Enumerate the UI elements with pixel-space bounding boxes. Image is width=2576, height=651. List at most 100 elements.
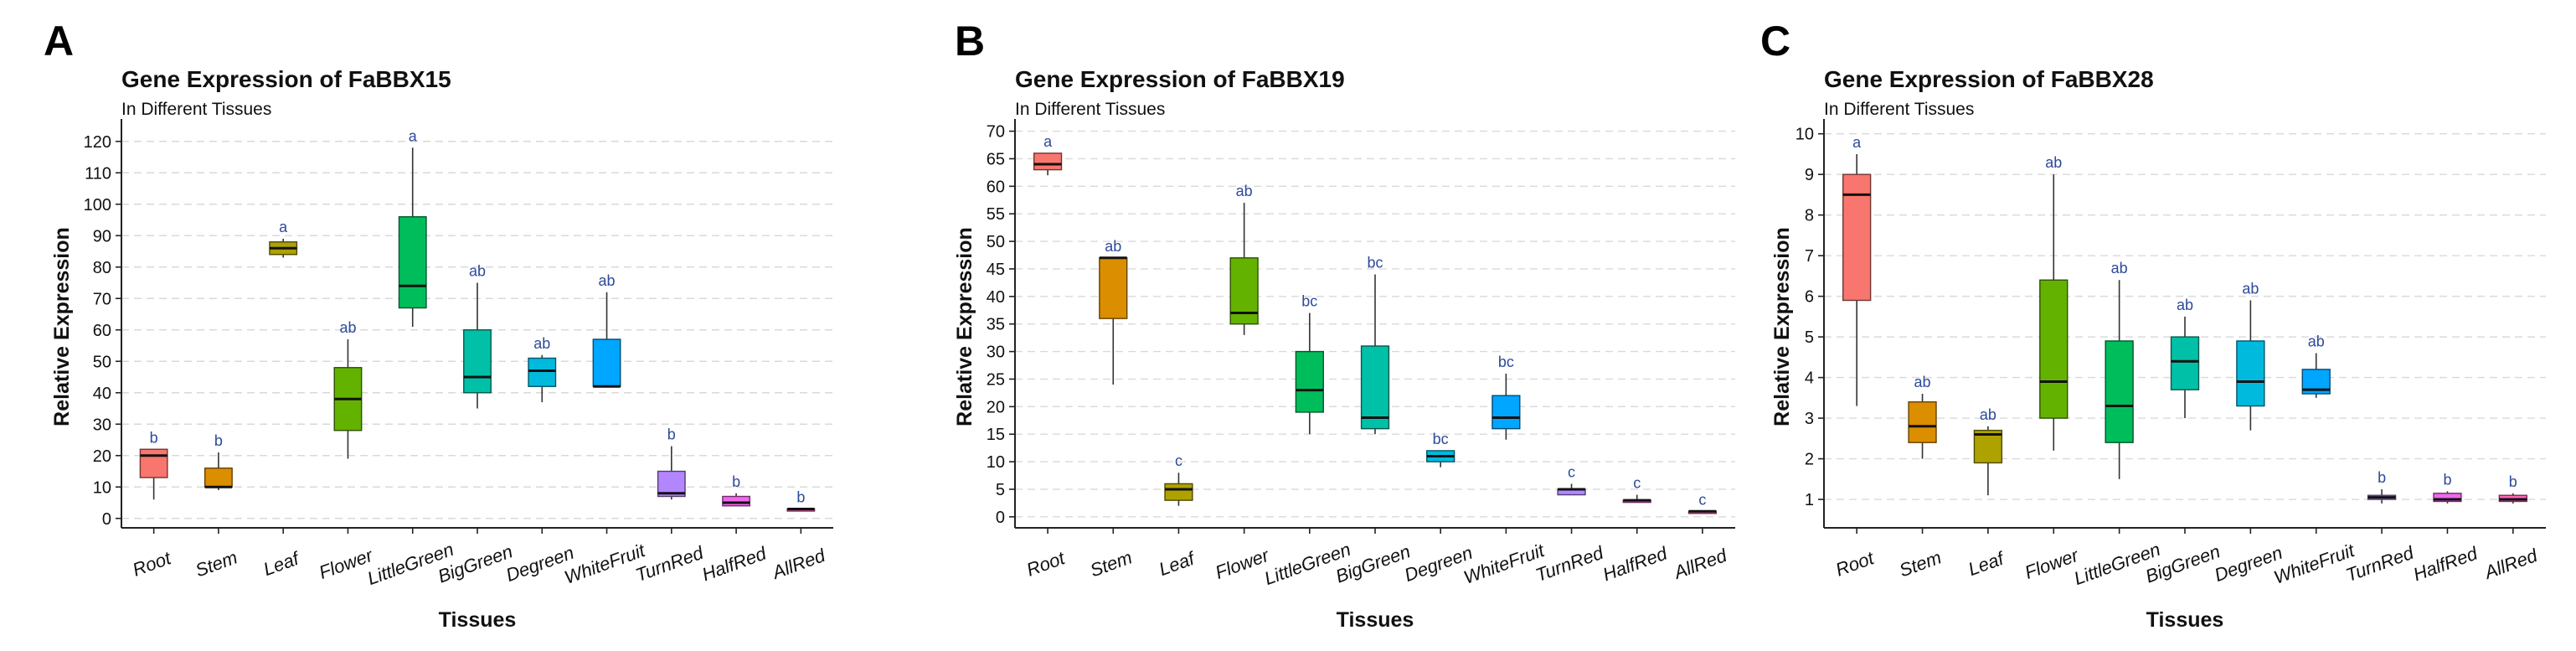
x-tick-label: TurnRed [633, 542, 707, 586]
y-axis-label: Relative Expression [50, 227, 74, 426]
panel-A: A Gene Expression of FaBBX15 In Different … [44, 18, 833, 632]
box-LittleGreen: bc [1295, 293, 1324, 435]
box-iqr [528, 357, 557, 387]
y-tick-label: 80 [93, 259, 111, 277]
significance-label: ab [599, 272, 616, 289]
significance-label: b [2378, 469, 2386, 486]
box-BigGreen: ab [463, 263, 492, 409]
box-iqr [1099, 257, 1128, 319]
y-tick-label: 65 [987, 150, 1005, 168]
x-tick-label: Leaf [1965, 547, 2009, 580]
box-iqr [398, 216, 427, 309]
box-iqr [1164, 483, 1193, 501]
box-Root: a [1033, 133, 1063, 176]
x-tick-label: HalfRed [1600, 542, 1671, 585]
significance-label: c [1633, 475, 1641, 492]
y-tick-label: 0 [102, 510, 111, 529]
y-tick-label: 45 [987, 261, 1005, 279]
y-tick-label: 60 [987, 178, 1005, 196]
x-axis-label: Tissues [2146, 608, 2224, 632]
chart-subtitle: In Different Tissues [121, 100, 271, 119]
y-tick-label: 30 [987, 344, 1005, 362]
box-AllRed: b [786, 489, 816, 512]
y-tick-label: 3 [1805, 410, 1814, 428]
significance-label: ab [533, 335, 550, 352]
x-tick-label: Stem [1087, 546, 1135, 581]
x-tick-label: AllRed [1670, 545, 1730, 584]
y-tick-label: 9 [1805, 166, 1814, 184]
box-iqr [1295, 350, 1324, 413]
panel-letter: B [955, 18, 985, 65]
box-BigGreen: ab [2170, 297, 2200, 419]
y-tick-label: 50 [93, 353, 111, 371]
box-WhiteFruit: ab [592, 272, 621, 388]
significance-label: ab [2242, 280, 2259, 297]
box-iqr [2105, 340, 2134, 443]
x-tick-label: TurnRed [2343, 542, 2417, 586]
y-tick-label: 70 [93, 290, 111, 308]
significance-label: bc [1367, 255, 1383, 271]
y-tick-label: 20 [93, 447, 111, 466]
y-tick-label: 30 [93, 416, 111, 434]
y-tick-label: 25 [987, 370, 1005, 389]
x-tick-label: Root [130, 547, 174, 581]
x-tick-label: Stem [193, 546, 240, 581]
y-tick-label: 90 [93, 227, 111, 245]
y-tick-label: 10 [987, 453, 1005, 472]
significance-label: ab [339, 319, 356, 336]
x-tick-label: AllRed [2481, 545, 2541, 584]
chart-subtitle: In Different Tissues [1824, 100, 1974, 119]
significance-label: b [796, 489, 805, 506]
y-tick-label: 100 [84, 196, 111, 214]
significance-label: ab [1105, 238, 1121, 255]
x-axis-label: Tissues [439, 608, 517, 632]
box-Root: a [1842, 134, 1872, 406]
box-Flower: ab [2039, 154, 2069, 451]
y-tick-label: 10 [1795, 126, 1814, 144]
significance-label: a [279, 219, 288, 235]
box-Degreen: ab [2236, 280, 2265, 431]
y-tick-label: 20 [987, 398, 1005, 416]
box-Degreen: ab [528, 335, 557, 402]
significance-label: b [214, 432, 223, 449]
panel-C: C Gene Expression of FaBBX28 In Different … [1760, 18, 2546, 632]
x-tick-label: WhiteFruit [2271, 540, 2358, 588]
significance-label: a [1043, 133, 1053, 150]
significance-label: ab [1236, 183, 1253, 199]
y-tick-label: 2 [1805, 451, 1814, 469]
box-Leaf: ab [1973, 406, 2003, 496]
x-tick-label: Leaf [1156, 547, 1199, 580]
significance-label: bc [1433, 431, 1449, 447]
box-Flower: ab [1229, 183, 1259, 335]
y-tick-label: 8 [1805, 207, 1814, 225]
significance-label: b [2443, 471, 2451, 488]
box-AllRed: c [1687, 491, 1718, 514]
y-tick-label: 35 [987, 316, 1005, 334]
x-tick-label: WhiteFruit [562, 540, 649, 588]
significance-label: c [1175, 452, 1182, 469]
box-Leaf: c [1164, 452, 1193, 506]
x-tick-label: HalfRed [2410, 542, 2481, 585]
box-iqr [1360, 345, 1390, 430]
significance-label: b [667, 426, 676, 443]
significance-label: ab [2308, 333, 2325, 350]
y-axis-label: Relative Expression [1770, 227, 1794, 426]
y-tick-label: 5 [1805, 328, 1814, 347]
significance-label: ab [1980, 406, 1996, 423]
x-tick-label: AllRed [768, 545, 828, 584]
box-iqr [592, 338, 621, 387]
significance-label: ab [2111, 260, 2128, 276]
y-axis-label: Relative Expression [953, 227, 976, 426]
box-TurnRed: b [2367, 469, 2397, 504]
x-tick-label: TurnRed [1533, 542, 1606, 586]
y-tick-label: 0 [996, 509, 1005, 527]
box-iqr [2236, 340, 2265, 407]
box-iqr [2170, 336, 2200, 390]
significance-label: a [1852, 134, 1862, 151]
y-tick-label: 40 [93, 385, 111, 403]
significance-label: ab [2177, 297, 2193, 313]
y-tick-label: 110 [85, 164, 111, 183]
significance-label: bc [1498, 354, 1514, 370]
box-HalfRed: c [1622, 475, 1651, 504]
x-axis-label: Tissues [1337, 608, 1414, 632]
